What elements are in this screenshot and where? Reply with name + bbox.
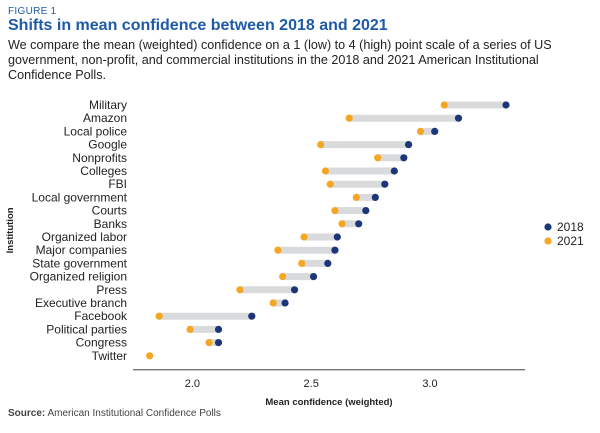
y-label-congress: Congress (76, 336, 127, 350)
legend-marker-2018 (544, 223, 552, 231)
x-tick-2-5: 2.5 (304, 378, 319, 390)
y-label-twitter: Twitter (92, 349, 127, 363)
x-axis-title: Mean confidence (weighted) (265, 397, 392, 408)
x-tick-2-0: 2.0 (185, 378, 200, 390)
point-2018-organized-religion (309, 273, 318, 281)
y-label-military: Military (89, 98, 127, 112)
y-label-press: Press (96, 283, 127, 297)
point-2021-congress (205, 339, 213, 347)
y-label-banks: Banks (94, 217, 127, 231)
point-2021-banks (338, 220, 346, 228)
point-2018-congress (214, 339, 223, 347)
y-label-colleges: Colleges (80, 164, 127, 178)
y-label-major-companies: Major companies (36, 243, 127, 257)
y-label-google: Google (88, 138, 127, 152)
y-label-nonprofits: Nonprofits (72, 151, 127, 165)
point-2021-twitter (146, 352, 154, 360)
point-2018-google (404, 141, 413, 149)
point-2018-colleges (390, 167, 398, 175)
point-2021-google (317, 141, 325, 149)
legend-label-2018: 2018 (557, 220, 584, 234)
point-2021-political-parties (186, 325, 194, 333)
legend-label-2021: 2021 (557, 234, 584, 248)
point-2021-state-government (298, 259, 306, 267)
point-2021-organized-religion (279, 273, 287, 281)
point-2021-local-police (416, 127, 425, 135)
figure-label: FIGURE 1 (8, 6, 57, 17)
point-2021-colleges (321, 167, 330, 175)
y-label-local-government: Local government (32, 190, 128, 204)
y-label-courts: Courts (92, 204, 127, 218)
point-2021-fbi (326, 180, 334, 188)
point-2021-local-government (352, 193, 360, 201)
point-2018-amazon (454, 114, 463, 122)
y-label-political-parties: Political parties (46, 322, 127, 336)
legend-marker-2021 (544, 237, 552, 245)
point-2021-military (440, 101, 448, 109)
y-label-facebook: Facebook (74, 309, 128, 323)
point-2018-state-government (324, 259, 332, 267)
y-axis-title: Institution (5, 207, 16, 253)
y-label-executive-branch: Executive branch (35, 296, 127, 310)
point-2021-executive-branch (269, 299, 277, 307)
point-2021-facebook (155, 312, 163, 320)
point-2018-local-government (371, 193, 379, 201)
point-2018-press (290, 286, 299, 294)
y-label-state-government: State government (32, 256, 127, 270)
point-2021-courts (331, 207, 339, 215)
point-2021-nonprofits (374, 154, 382, 162)
point-2018-executive-branch (281, 299, 289, 307)
point-2018-banks (355, 220, 363, 228)
point-2018-military (502, 101, 510, 109)
source-label: Source: (8, 408, 46, 419)
point-2021-amazon (345, 114, 353, 122)
point-2018-courts (362, 207, 370, 215)
y-label-organized-labor: Organized labor (42, 230, 127, 244)
point-2018-local-police (431, 127, 439, 135)
point-2018-political-parties (214, 325, 223, 333)
point-2018-facebook (248, 312, 256, 320)
source-note: Source: American Institutional Confidenc… (8, 408, 221, 419)
point-2021-major-companies (274, 246, 282, 254)
point-2018-fbi (381, 180, 389, 188)
chart-subtitle: We compare the mean (weighted) confidenc… (8, 38, 552, 82)
source-text: American Institutional Confidence Polls (47, 408, 221, 419)
y-label-amazon: Amazon (83, 111, 127, 125)
point-2018-nonprofits (400, 154, 408, 162)
x-tick-3-0: 3.0 (422, 378, 437, 390)
y-label-local-police: Local police (64, 124, 128, 138)
y-label-organized-religion: Organized religion (30, 270, 127, 284)
chart-title: Shifts in mean confidence between 2018 a… (8, 17, 388, 34)
point-2021-press (236, 286, 244, 294)
point-2018-organized-labor (333, 233, 341, 241)
y-label-fbi: FBI (108, 177, 127, 191)
point-2021-organized-labor (300, 233, 308, 241)
point-2018-major-companies (331, 246, 339, 254)
